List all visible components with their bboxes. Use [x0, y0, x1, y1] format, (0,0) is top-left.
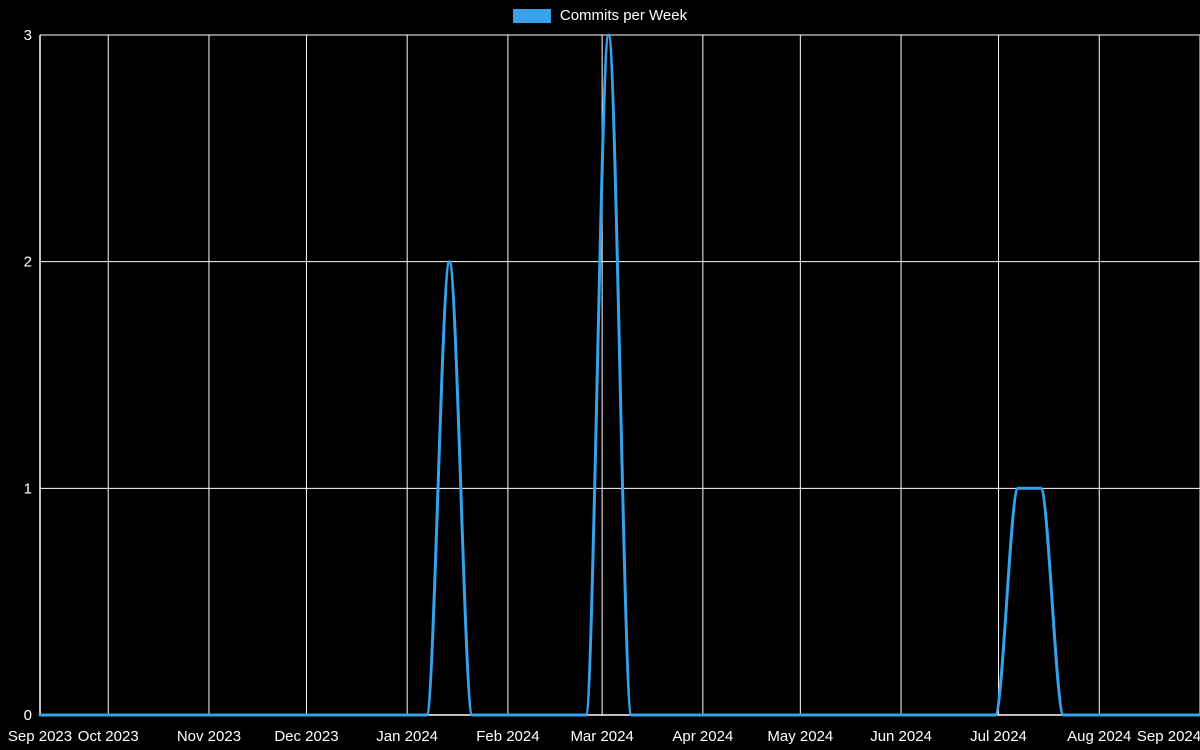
x-tick-label: Dec 2023	[274, 728, 338, 745]
commits-line-series	[38, 33, 1200, 717]
y-tick-label: 2	[24, 254, 32, 271]
x-tick-label: Mar 2024	[570, 728, 633, 745]
y-tick-label: 3	[24, 27, 32, 44]
x-tick-label: Nov 2023	[177, 728, 241, 745]
x-tick-label: Jul 2024	[970, 728, 1027, 745]
legend-swatch-icon	[512, 9, 551, 23]
x-tick-label: Oct 2023	[78, 728, 139, 745]
y-tick-label: 1	[24, 480, 32, 497]
x-tick-label: Apr 2024	[672, 728, 733, 745]
x-tick-label: Sep 2023	[8, 728, 72, 745]
legend-label: Commits per Week	[559, 7, 688, 24]
x-tick-label: Aug 2024	[1067, 728, 1131, 745]
y-tick-label: 0	[24, 707, 32, 724]
x-tick-label: Jun 2024	[870, 728, 932, 745]
x-tick-label: Feb 2024	[476, 728, 539, 745]
legend-item[interactable]: Commits per Week	[0, 8, 1200, 24]
x-tick-label: Sep 2024	[1137, 728, 1200, 745]
x-tick-label: Jan 2024	[376, 728, 438, 745]
x-tick-label: May 2024	[767, 728, 833, 745]
